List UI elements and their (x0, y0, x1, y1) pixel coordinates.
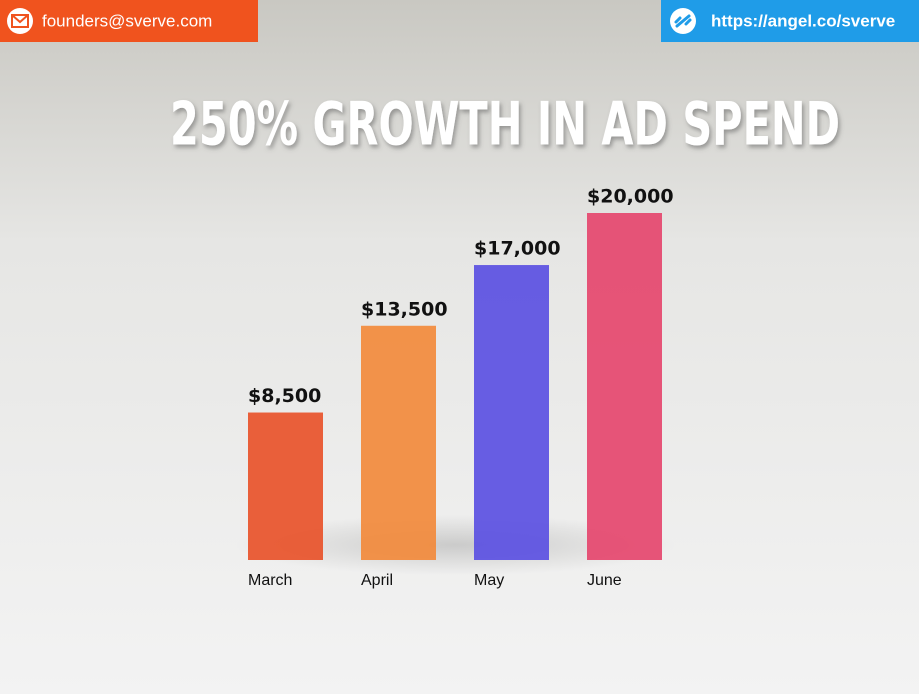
email-badge[interactable]: founders@sverve.com (0, 0, 258, 42)
value-label: $17,000 (474, 238, 561, 260)
link-box (661, 0, 919, 42)
email-text[interactable]: founders@sverve.com (42, 11, 212, 30)
bar (361, 325, 436, 560)
value-label: $13,500 (361, 298, 448, 320)
chart-title: 250% GROWTH IN AD SPEND (170, 90, 840, 160)
email-box (0, 0, 258, 42)
x-tick-label: March (248, 572, 292, 589)
link-icon-glyph (674, 14, 692, 28)
value-label: $20,000 (587, 186, 674, 208)
floor-shadow (235, 515, 675, 575)
bar (474, 265, 549, 560)
link-text[interactable]: https://angel.co/sverve (711, 11, 895, 30)
bar (587, 213, 662, 560)
x-tick-label: April (361, 572, 393, 589)
link-badge[interactable]: https://angel.co/sverve (661, 0, 919, 42)
bar (248, 412, 323, 560)
value-label: $8,500 (248, 385, 321, 407)
email-icon-glyph (11, 14, 29, 28)
x-tick-label: May (474, 572, 504, 589)
x-tick-label: June (587, 572, 622, 589)
